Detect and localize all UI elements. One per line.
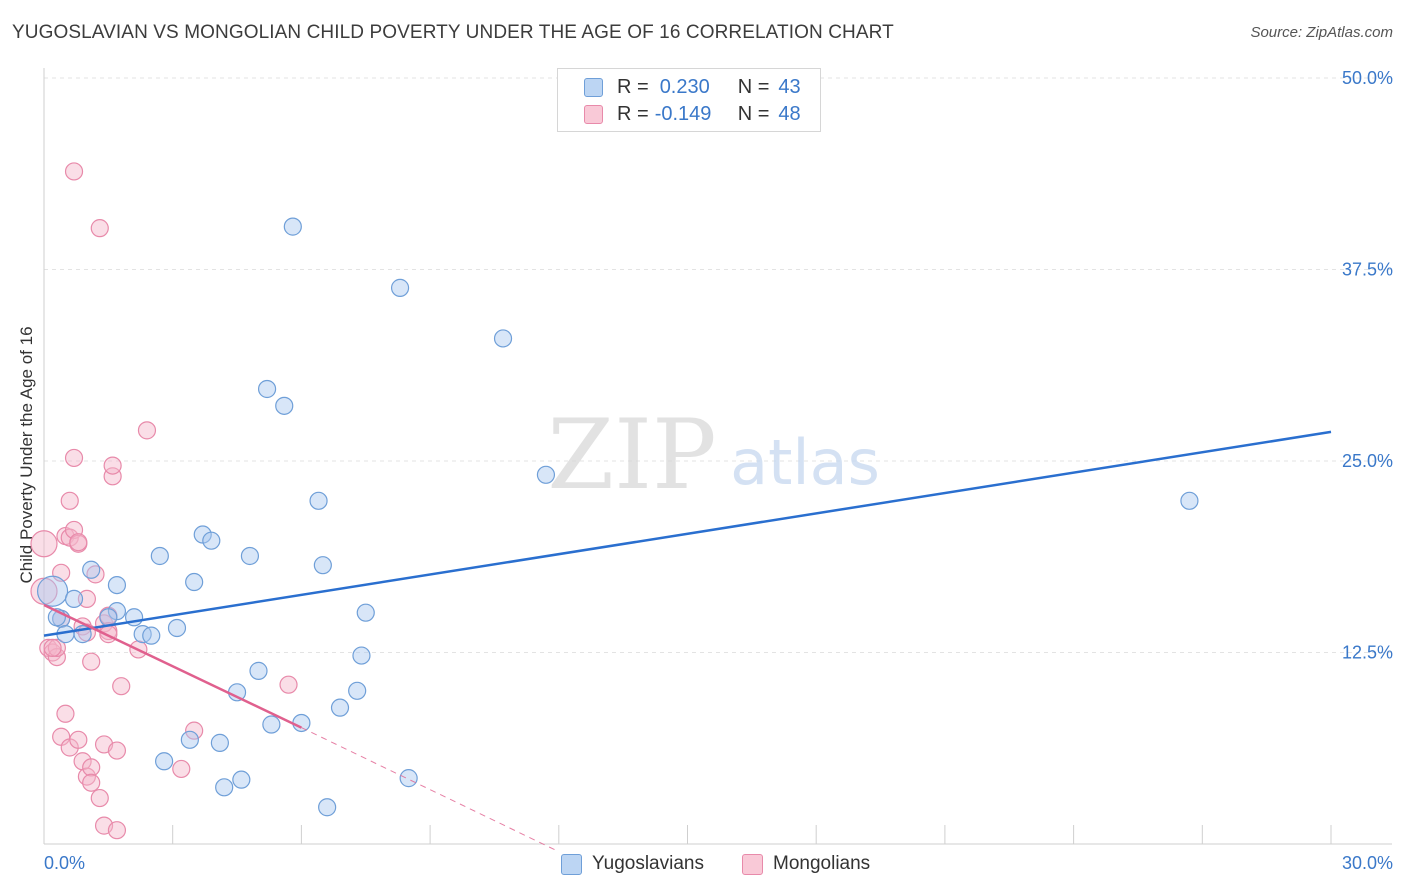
mongolian-point <box>77 589 97 608</box>
mongolian-point <box>64 448 84 468</box>
mongolian-point <box>103 456 122 475</box>
yugoslavians-points <box>36 217 1199 817</box>
bottom-legend-swatch-yugoslavians <box>561 853 582 875</box>
yugoslavian-point <box>82 560 101 579</box>
yugoslavian-point <box>36 575 69 607</box>
mongolian-point <box>172 759 191 779</box>
x-tick-label: 30.0% <box>1342 853 1393 873</box>
yugoslavian-point <box>185 572 204 592</box>
yugoslavian-point <box>167 618 187 638</box>
watermark-atlas: atlas <box>730 426 880 499</box>
yugoslavian-point <box>232 770 251 789</box>
yugoslavian-point <box>210 733 229 752</box>
mongolian-point <box>279 675 298 694</box>
mongolian-point <box>82 773 101 792</box>
yugoslavian-point <box>313 556 332 575</box>
y-tick-label: 50.0% <box>1342 68 1393 88</box>
yugoslavian-point <box>399 769 418 788</box>
yugoslavian-point <box>142 626 161 645</box>
source-label: Source: ZipAtlas.com <box>1250 24 1393 41</box>
yugoslavian-point <box>180 730 199 749</box>
mongolian-point <box>43 638 62 658</box>
mongolian-point <box>69 533 88 552</box>
watermark-zip: ZIP <box>547 399 716 511</box>
yugoslavian-point <box>107 575 127 595</box>
y-tick-label: 37.5% <box>1342 260 1393 280</box>
yugoslavian-point <box>493 329 513 348</box>
yugoslavian-point <box>283 217 302 236</box>
yugoslavian-point <box>202 531 221 550</box>
legend-r-label: R = <box>617 75 649 98</box>
mongolian-point <box>60 491 79 510</box>
mongolian-point <box>103 467 122 486</box>
yugoslavian-point <box>155 752 174 771</box>
mongolian-point <box>90 788 109 808</box>
trend-lines <box>43 430 1332 851</box>
mongolian-point <box>69 730 88 749</box>
legend-n-value: 43 <box>778 75 801 98</box>
mongolian-point <box>185 721 204 740</box>
legend-row-mongolians: R = -0.149 N = 48 <box>584 103 801 125</box>
correlation-legend: R = 0.230 N = 43 R = -0.149 N = 48 <box>557 68 821 132</box>
yugoslavian-point <box>309 491 328 510</box>
yugoslavian-point <box>215 778 234 797</box>
mongolian-point <box>56 704 75 723</box>
bottom-legend-label-mongolians: Mongolians <box>773 853 871 874</box>
watermark: ZIP atlas <box>547 399 880 511</box>
yugoslavian-point <box>318 798 337 817</box>
y-tick-label: 12.5% <box>1342 643 1393 663</box>
x-tick-label: 0.0% <box>44 853 85 873</box>
yugoslavian-point <box>99 608 118 627</box>
legend-row-yugoslavians: R = 0.230 N = 43 <box>584 76 801 98</box>
mongolian-point <box>107 821 127 840</box>
yugoslavian-point <box>64 589 84 608</box>
mongolian-point <box>64 162 84 181</box>
yugoslavian-point <box>249 661 268 680</box>
legend-n-label: N = <box>737 75 770 98</box>
mongolian-point <box>47 638 66 658</box>
grid-lines <box>44 77 1392 653</box>
yugoslavian-point <box>257 379 277 399</box>
yugoslavian-point <box>292 713 311 733</box>
bottom-legend-mongolians: Mongolians <box>742 851 870 877</box>
bottom-legend-label-yugoslavians: Yugoslavians <box>592 853 704 874</box>
legend-r-label: R = <box>617 102 649 125</box>
legend-swatch-mongolians <box>584 104 603 124</box>
yugoslavian-point <box>352 646 371 665</box>
legend-r-value: 0.230 <box>659 75 710 98</box>
yugoslavian-point <box>150 546 169 566</box>
mongolian-point <box>30 530 58 558</box>
mongolian-trend-extension <box>301 727 556 851</box>
chart-title: YUGOSLAVIAN VS MONGOLIAN CHILD POVERTY U… <box>12 22 894 43</box>
yugoslavian-trend-line <box>43 430 1332 637</box>
axes <box>43 68 1392 845</box>
tick-labels: 12.5% 25.0% 37.5% 50.0% 0.0% 30.0% <box>44 68 1393 873</box>
y-tick-label: 25.0% <box>1342 451 1393 471</box>
yugoslavian-point <box>275 396 294 415</box>
mongolian-point <box>47 647 66 667</box>
legend-r-value: -0.149 <box>654 102 712 125</box>
yugoslavian-point <box>240 546 260 566</box>
legend-n-label: N = <box>737 102 770 125</box>
mongolian-point <box>90 219 109 238</box>
yugoslavian-point <box>348 681 367 700</box>
mongolian-point <box>82 758 101 777</box>
yugoslavian-point <box>330 698 350 717</box>
yugoslavian-point <box>536 465 556 484</box>
bottom-legend-yugoslavians: Yugoslavians <box>561 851 704 877</box>
mongolian-point <box>112 677 131 696</box>
mongolian-trend-line <box>43 603 302 729</box>
mongolian-point <box>82 652 101 671</box>
mongolian-point <box>107 741 127 760</box>
mongolian-point <box>137 421 157 440</box>
yugoslavian-point <box>1180 491 1199 510</box>
yugoslavian-point <box>390 278 410 297</box>
bottom-legend-swatch-mongolians <box>742 853 763 875</box>
legend-n-value: 48 <box>778 102 801 125</box>
yugoslavian-point <box>356 603 375 622</box>
legend-swatch-yugoslavians <box>584 77 603 97</box>
yugoslavian-point <box>262 715 281 734</box>
mongolians-points <box>30 162 298 840</box>
